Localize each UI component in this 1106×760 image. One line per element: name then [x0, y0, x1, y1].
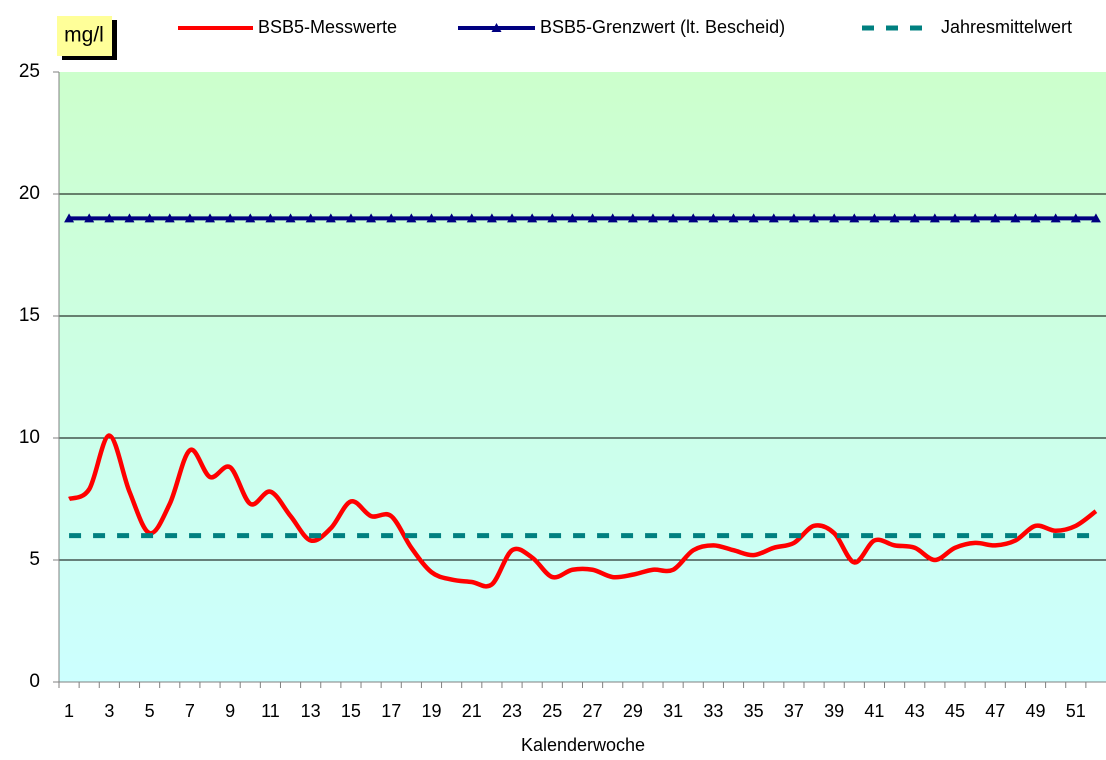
y-tick-label: 15: [19, 305, 40, 326]
x-tick-label: 27: [583, 701, 603, 721]
marker: [305, 213, 316, 223]
marker: [104, 213, 115, 223]
marker: [708, 213, 719, 223]
x-tick-label: 15: [341, 701, 361, 721]
marker: [225, 213, 236, 223]
marker: [164, 213, 175, 223]
marker: [949, 213, 960, 223]
x-tick-label: 49: [1026, 701, 1046, 721]
marker: [768, 213, 779, 223]
y-tick-label: 0: [29, 671, 40, 692]
x-tick-label: 33: [703, 701, 723, 721]
marker: [647, 213, 658, 223]
marker: [386, 213, 397, 223]
y-tick-label: 20: [19, 183, 40, 204]
marker: [466, 213, 477, 223]
marker: [345, 213, 356, 223]
marker: [64, 213, 75, 223]
plot-area: [59, 72, 1106, 682]
marker: [486, 213, 497, 223]
x-tick-label: 41: [864, 701, 884, 721]
x-tick-label: 5: [145, 701, 155, 721]
marker: [929, 213, 940, 223]
marker: [990, 213, 1001, 223]
x-tick-label: 35: [744, 701, 764, 721]
marker: [325, 213, 336, 223]
legend-label: BSB5-Grenzwert (lt. Bescheid): [540, 17, 785, 37]
x-tick-label: 9: [225, 701, 235, 721]
marker: [627, 213, 638, 223]
marker: [607, 213, 618, 223]
x-tick-label: 47: [985, 701, 1005, 721]
x-tick-label: 29: [623, 701, 643, 721]
x-tick-label: 39: [824, 701, 844, 721]
x-axis-label: Kalenderwoche: [521, 735, 645, 755]
marker: [1010, 213, 1021, 223]
marker: [1070, 213, 1081, 223]
marker: [184, 213, 195, 223]
x-tick-label: 3: [104, 701, 114, 721]
marker: [1050, 213, 1061, 223]
marker: [849, 213, 860, 223]
y-label-box: [57, 16, 112, 56]
marker: [809, 213, 820, 223]
x-tick-label: 21: [462, 701, 482, 721]
marker: [728, 213, 739, 223]
x-tick-label: 45: [945, 701, 965, 721]
x-tick-label: 25: [542, 701, 562, 721]
x-tick-label: 19: [421, 701, 441, 721]
marker: [668, 213, 679, 223]
x-tick-label: 37: [784, 701, 804, 721]
y-tick-label: 5: [29, 549, 40, 570]
marker: [1030, 213, 1041, 223]
marker: [265, 213, 276, 223]
x-tick-label: 23: [502, 701, 522, 721]
marker: [909, 213, 920, 223]
marker: [285, 213, 296, 223]
marker: [1090, 213, 1101, 223]
y-axis-label: mg/l: [64, 24, 104, 47]
x-tick-label: 1: [64, 701, 74, 721]
marker: [205, 213, 216, 223]
marker: [144, 213, 155, 223]
marker: [245, 213, 256, 223]
marker: [748, 213, 759, 223]
marker: [889, 213, 900, 223]
x-tick-label: 17: [381, 701, 401, 721]
x-tick-label: 51: [1066, 701, 1086, 721]
marker: [366, 213, 377, 223]
marker: [446, 213, 457, 223]
marker: [788, 213, 799, 223]
marker: [507, 213, 518, 223]
x-tick-label: 11: [261, 701, 280, 721]
x-tick-label: 13: [301, 701, 321, 721]
x-tick-label: 31: [663, 701, 683, 721]
marker: [124, 213, 135, 223]
x-tick-label: 7: [185, 701, 195, 721]
marker: [869, 213, 880, 223]
legend-label: BSB5-Messwerte: [258, 17, 397, 37]
legend-marker: [491, 23, 502, 32]
marker: [567, 213, 578, 223]
marker: [84, 213, 95, 223]
marker: [970, 213, 981, 223]
marker: [406, 213, 417, 223]
marker: [426, 213, 437, 223]
x-tick-label: 43: [905, 701, 925, 721]
marker: [829, 213, 840, 223]
marker: [547, 213, 558, 223]
y-tick-label: 25: [19, 61, 40, 82]
marker: [688, 213, 699, 223]
y-tick-label: 10: [19, 427, 40, 448]
series-line: [68, 433, 1098, 589]
marker: [587, 213, 598, 223]
marker: [527, 213, 538, 223]
legend-label: Jahresmittelwert: [941, 17, 1072, 37]
